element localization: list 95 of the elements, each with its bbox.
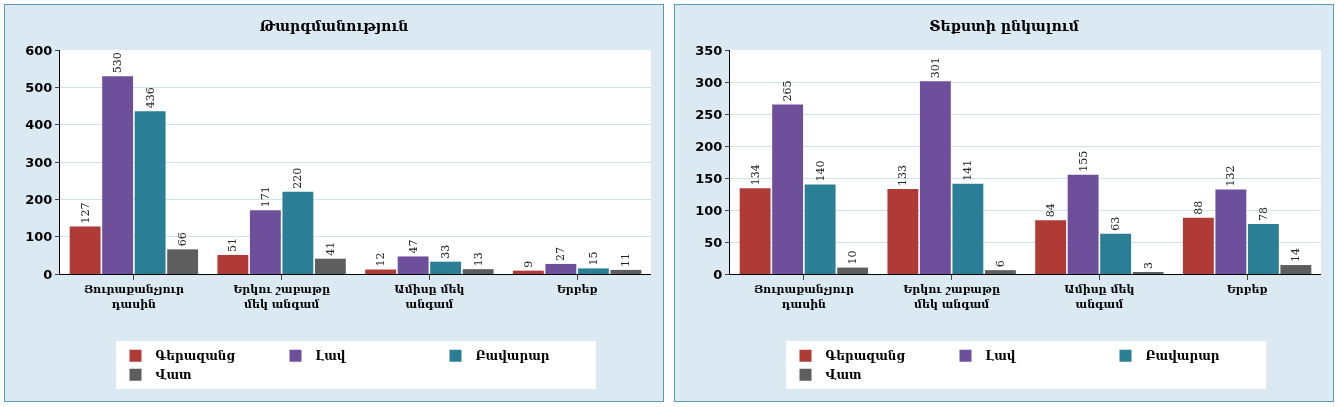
data-label: 140: [813, 160, 827, 182]
bar: [1035, 220, 1067, 274]
data-label: 78: [1256, 207, 1270, 222]
data-label: 265: [781, 80, 795, 102]
legend-label: Վատ: [155, 368, 193, 383]
bar: [919, 81, 951, 274]
y-tick-label: 250: [695, 106, 723, 122]
data-label: 220: [291, 167, 305, 189]
bar: [314, 258, 346, 274]
data-label: 141: [961, 159, 975, 181]
bar: [249, 210, 281, 274]
data-label: 134: [748, 164, 762, 186]
y-tick-label: 200: [25, 191, 53, 207]
bar: [1280, 265, 1312, 274]
data-label: 51: [226, 237, 240, 252]
bar: [134, 111, 166, 274]
data-label: 530: [111, 52, 125, 74]
data-label: 10: [846, 250, 860, 265]
x-tick-label: Երկու շաբաթը մեկ անգամ: [903, 283, 1000, 311]
data-label: 12: [374, 252, 388, 267]
legend-label: Գերազանց: [155, 349, 236, 364]
data-label: 63: [1109, 216, 1123, 231]
x-tick-label: Ամիսը մեկ անգամ: [394, 283, 465, 311]
bar: [545, 263, 577, 274]
x-tick-label: Յուրաքանչյուր դասին: [83, 283, 184, 311]
bar: [102, 76, 134, 274]
legend-label: Լավ: [315, 349, 347, 364]
y-tick-label: 100: [695, 202, 723, 218]
y-tick-label: 100: [25, 229, 53, 245]
data-label: 436: [143, 87, 157, 109]
data-label: 133: [896, 164, 910, 186]
data-label: 33: [439, 244, 453, 259]
bar: [772, 104, 804, 274]
y-tick-label: 350: [695, 42, 723, 58]
data-label: 171: [258, 186, 272, 208]
bar: [430, 261, 462, 274]
bar: [462, 269, 494, 274]
x-tick-label: Յուրաքանչյուր դասին: [753, 283, 854, 311]
y-tick-label: 600: [25, 42, 53, 58]
y-tick-label: 0: [713, 266, 723, 282]
data-label: 84: [1044, 203, 1058, 218]
y-tick-label: 500: [25, 79, 53, 95]
y-tick-label: 400: [25, 117, 53, 133]
bar: [1100, 233, 1132, 274]
data-label: 132: [1224, 165, 1238, 187]
chart-title: Տեքստի ընկալում: [929, 17, 1080, 34]
bar: [887, 188, 919, 274]
x-tick-label: Երկու շաբաթը մեկ անգամ: [233, 283, 330, 311]
x-tick-label: Երբեք: [556, 283, 598, 297]
data-label: 88: [1191, 200, 1205, 215]
bar: [837, 267, 869, 274]
bar: [397, 256, 429, 274]
data-label: 15: [586, 251, 600, 266]
bar: [282, 191, 314, 274]
bar: [1182, 217, 1214, 274]
data-label: 47: [406, 239, 420, 254]
bar: [610, 269, 642, 274]
bar: [69, 226, 101, 274]
data-label: 14: [1289, 248, 1303, 263]
x-tick-label: Ամիսը մեկ անգամ: [1064, 283, 1135, 311]
legend-label: Բավարար: [1145, 349, 1220, 364]
data-label: 155: [1076, 150, 1090, 172]
data-label: 66: [176, 232, 190, 247]
data-label: 27: [554, 246, 568, 261]
data-label: 41: [323, 241, 337, 256]
data-label: 127: [78, 202, 92, 224]
data-label: 11: [619, 252, 633, 267]
chart-title: Թարգմանություն: [259, 17, 409, 34]
legend-label: Բավարար: [475, 349, 550, 364]
bar: [365, 269, 397, 274]
y-tick-label: 300: [25, 154, 53, 170]
y-tick-label: 150: [695, 170, 723, 186]
bar: [984, 270, 1016, 274]
y-tick-label: 0: [43, 266, 53, 282]
bar: [577, 268, 609, 274]
bar: [1067, 174, 1099, 274]
bar: [952, 183, 984, 274]
legend-label: Վատ: [825, 368, 863, 383]
bar: [1215, 189, 1247, 274]
legend-label: Լավ: [985, 349, 1017, 364]
data-label: 9: [521, 260, 535, 268]
data-label: 3: [1141, 262, 1155, 269]
x-tick-label: Երբեք: [1226, 283, 1268, 297]
y-tick-label: 200: [695, 138, 723, 154]
bar: [217, 254, 249, 274]
y-tick-label: 300: [695, 74, 723, 90]
bar: [1247, 224, 1279, 274]
data-label: 13: [471, 252, 485, 267]
data-label: 301: [928, 57, 942, 79]
legend-label: Գերազանց: [825, 349, 906, 364]
bar: [804, 184, 836, 274]
bar: [167, 249, 199, 274]
data-label: 6: [993, 260, 1007, 268]
bar: [739, 188, 771, 274]
y-tick-label: 50: [704, 234, 723, 250]
